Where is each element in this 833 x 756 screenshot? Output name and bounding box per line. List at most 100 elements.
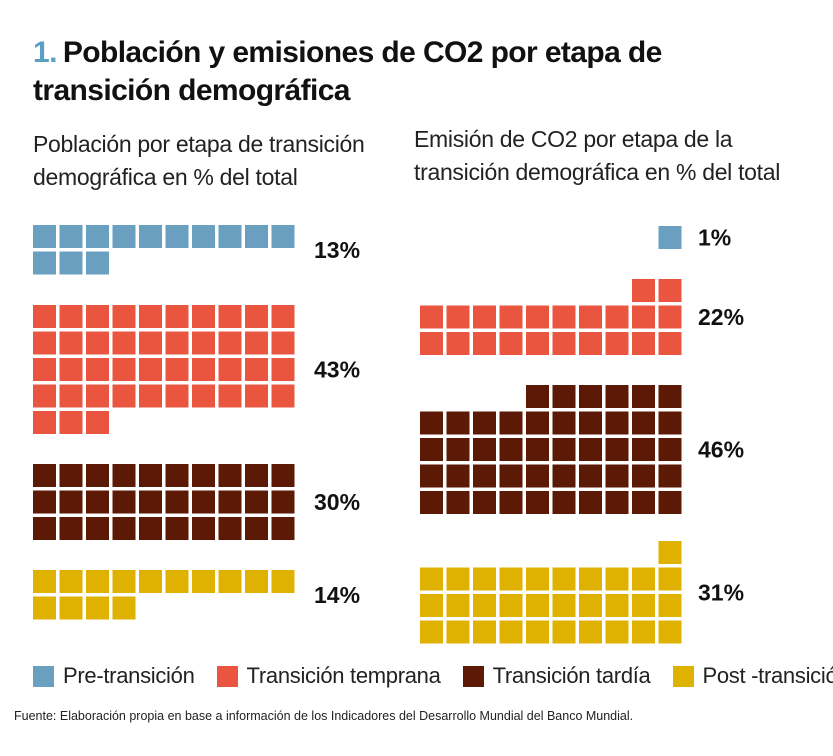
waffle-cell — [112, 464, 136, 487]
waffle-cell — [59, 305, 83, 328]
waffle-cell — [446, 305, 470, 329]
legend-label: Post -transición — [702, 663, 833, 688]
waffle-cell — [192, 358, 215, 381]
waffle-cell — [192, 331, 215, 355]
waffle-cell — [605, 620, 629, 644]
waffle-cell — [420, 411, 443, 435]
waffle-cell — [112, 570, 136, 593]
waffle-cell — [579, 464, 602, 488]
waffle-cell — [658, 464, 682, 488]
waffle-cell — [499, 594, 523, 617]
waffle-cell — [499, 567, 523, 591]
waffle-cell — [218, 225, 242, 248]
percent-label: 43% — [314, 357, 360, 383]
waffle-cell — [420, 305, 443, 329]
percent-label: 1% — [698, 225, 731, 251]
waffle-cell — [632, 411, 655, 435]
waffle-cell — [165, 570, 189, 593]
waffle-cell — [499, 411, 523, 435]
waffle-panel-poblacion: 13% 43% 30% 14% — [33, 225, 360, 620]
waffle-cell — [658, 567, 682, 591]
waffle-cell — [473, 438, 496, 461]
waffle-cell — [473, 620, 496, 644]
waffle-cell — [165, 464, 189, 487]
waffle-cell — [139, 305, 162, 328]
waffle-cell — [552, 438, 576, 461]
waffle-cell — [59, 517, 83, 540]
waffle-cell — [245, 225, 268, 248]
waffle-cell — [658, 491, 682, 514]
waffle-cell — [658, 438, 682, 461]
waffle-cell — [192, 490, 215, 514]
waffle-cell — [59, 225, 83, 248]
waffle-cell — [499, 620, 523, 644]
waffle-cell — [526, 567, 549, 591]
waffle-cell — [473, 464, 496, 488]
waffle-cell — [552, 411, 576, 435]
waffle-cell — [526, 491, 549, 514]
waffle-cell — [33, 251, 56, 275]
waffle-cell — [218, 384, 242, 408]
waffle-cell — [473, 567, 496, 591]
legend-item-post-transicion: Post -transición — [672, 663, 833, 689]
waffle-cell — [420, 438, 443, 461]
waffle-cell — [33, 517, 56, 540]
waffle-cell — [499, 491, 523, 514]
waffle-cell — [658, 226, 682, 249]
waffle-cell — [632, 385, 655, 408]
waffle-cell — [86, 596, 109, 620]
legend-item-transicion-tardia: Transición tardía — [462, 663, 651, 689]
waffle-cell — [165, 384, 189, 408]
waffle-cell — [59, 570, 83, 593]
waffle-cell — [473, 411, 496, 435]
waffle-cell — [552, 464, 576, 488]
legend-item-pre-transicion: Pre-transición — [33, 663, 195, 689]
waffle-cell — [112, 358, 136, 381]
waffle-cell — [658, 594, 682, 617]
waffle-cell — [245, 490, 268, 514]
waffle-cell — [33, 464, 56, 487]
waffle-cell — [59, 411, 83, 434]
waffle-cell — [245, 570, 268, 593]
waffle-cell — [420, 594, 443, 617]
waffle-cell — [658, 620, 682, 644]
waffle-cell — [446, 594, 470, 617]
waffle-cell — [33, 384, 56, 408]
waffle-cell — [245, 517, 268, 540]
waffle-cell — [658, 332, 682, 355]
waffle-cell — [139, 358, 162, 381]
waffle-cell — [139, 384, 162, 408]
waffle-cell — [86, 464, 109, 487]
population-panel-title: Población por etapa de transición demogr… — [33, 131, 365, 190]
waffle-cell — [218, 305, 242, 328]
waffle-cell — [526, 411, 549, 435]
waffle-cell — [86, 251, 109, 275]
waffle-cell — [552, 620, 576, 644]
legend: Pre-transición Transición temprana Trans… — [33, 660, 833, 692]
waffle-cell — [473, 332, 496, 355]
waffle-cell — [218, 464, 242, 487]
waffle-cell — [579, 567, 602, 591]
waffle-cell — [165, 305, 189, 328]
waffle-cell — [632, 594, 655, 617]
chart-title: 1. Población y emisiones de CO2 por etapa… — [33, 34, 793, 110]
source-note: Fuente: Elaboración propia en base a inf… — [14, 709, 634, 723]
waffle-cell — [579, 305, 602, 329]
waffle-cell — [446, 438, 470, 461]
waffle-cell — [33, 305, 56, 328]
waffle-cell — [112, 225, 136, 248]
waffle-cell — [59, 331, 83, 355]
waffle-charts: 13% 43% 30% 14% 1% 22% 46% 31% — [33, 225, 744, 644]
waffle-cell — [271, 358, 295, 381]
waffle-cell — [59, 384, 83, 408]
waffle-cell — [473, 491, 496, 514]
waffle-cell — [192, 225, 215, 248]
waffle-cell — [192, 570, 215, 593]
waffle-cell — [605, 594, 629, 617]
waffle-cell — [420, 332, 443, 355]
waffle-cell — [86, 358, 109, 381]
waffle-cell — [59, 490, 83, 514]
legend-item-transicion-temprana: Transición temprana — [216, 663, 441, 689]
waffle-cell — [446, 567, 470, 591]
percent-label: 13% — [314, 237, 360, 263]
